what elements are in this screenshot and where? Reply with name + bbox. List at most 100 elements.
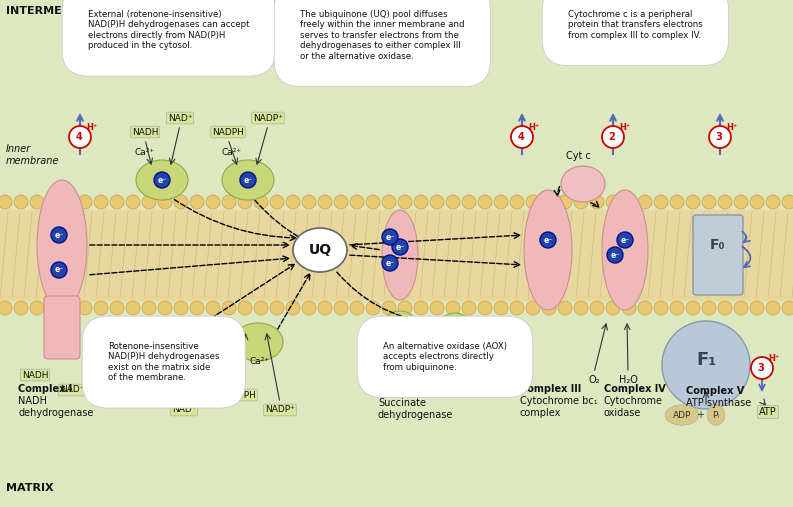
- Circle shape: [574, 301, 588, 315]
- Circle shape: [446, 301, 460, 315]
- Text: NAD⁺: NAD⁺: [172, 406, 196, 415]
- Circle shape: [686, 195, 700, 209]
- Text: NAD⁺: NAD⁺: [168, 114, 192, 123]
- Circle shape: [110, 301, 124, 315]
- Circle shape: [590, 301, 604, 315]
- Circle shape: [670, 195, 684, 209]
- Text: NADPH: NADPH: [212, 127, 244, 136]
- Circle shape: [558, 195, 572, 209]
- Text: H⁺: H⁺: [528, 123, 539, 132]
- Circle shape: [78, 301, 92, 315]
- Circle shape: [602, 126, 624, 148]
- Circle shape: [510, 301, 524, 315]
- Ellipse shape: [136, 160, 188, 200]
- Circle shape: [154, 172, 170, 188]
- Text: NADPH: NADPH: [224, 390, 256, 400]
- FancyBboxPatch shape: [44, 296, 80, 359]
- Circle shape: [334, 301, 348, 315]
- Circle shape: [51, 227, 67, 243]
- Circle shape: [174, 301, 188, 315]
- Text: NADP⁺: NADP⁺: [265, 406, 295, 415]
- Circle shape: [398, 195, 412, 209]
- Circle shape: [318, 195, 332, 209]
- Circle shape: [702, 301, 716, 315]
- Circle shape: [718, 195, 732, 209]
- Text: MATRIX: MATRIX: [6, 483, 54, 493]
- Text: e⁻: e⁻: [385, 259, 395, 268]
- Circle shape: [254, 301, 268, 315]
- Circle shape: [392, 239, 408, 255]
- Circle shape: [0, 195, 12, 209]
- Ellipse shape: [382, 311, 418, 345]
- Circle shape: [366, 301, 380, 315]
- Text: F₁: F₁: [696, 351, 716, 369]
- Circle shape: [617, 232, 633, 248]
- Circle shape: [478, 301, 492, 315]
- Circle shape: [750, 301, 764, 315]
- Text: Succinate: Succinate: [378, 398, 426, 408]
- Circle shape: [750, 195, 764, 209]
- Text: Cytochrome bc₁: Cytochrome bc₁: [520, 396, 598, 406]
- Text: 3: 3: [715, 132, 722, 142]
- Text: dehydrogenase: dehydrogenase: [18, 408, 94, 418]
- Text: 3: 3: [757, 363, 764, 373]
- Ellipse shape: [434, 313, 476, 363]
- Circle shape: [686, 301, 700, 315]
- Text: NADH: NADH: [135, 390, 161, 400]
- Circle shape: [702, 195, 716, 209]
- Ellipse shape: [662, 321, 750, 409]
- Circle shape: [238, 195, 252, 209]
- Circle shape: [382, 229, 398, 245]
- Text: Cytochrome c is a peripheral
protein that transfers electrons
from complex III t: Cytochrome c is a peripheral protein tha…: [568, 10, 703, 40]
- Circle shape: [734, 301, 748, 315]
- Text: e⁻: e⁻: [385, 233, 395, 241]
- Text: Inner
membrane: Inner membrane: [6, 144, 59, 166]
- Text: AOX: AOX: [445, 368, 465, 378]
- Circle shape: [350, 301, 364, 315]
- Ellipse shape: [382, 210, 418, 300]
- Ellipse shape: [524, 190, 572, 310]
- Circle shape: [526, 301, 540, 315]
- Circle shape: [494, 195, 508, 209]
- Text: ATP synthase: ATP synthase: [686, 398, 751, 408]
- Circle shape: [94, 301, 108, 315]
- Circle shape: [30, 301, 44, 315]
- Circle shape: [382, 255, 398, 271]
- Text: H⁺: H⁺: [726, 123, 737, 132]
- Circle shape: [414, 301, 428, 315]
- Circle shape: [190, 195, 204, 209]
- Text: NADH: NADH: [132, 127, 159, 136]
- Circle shape: [158, 195, 172, 209]
- Circle shape: [494, 301, 508, 315]
- Circle shape: [782, 301, 793, 315]
- Circle shape: [302, 195, 316, 209]
- Text: dehydrogenase: dehydrogenase: [378, 410, 454, 420]
- Text: Complex III: Complex III: [520, 384, 581, 394]
- Text: Complex V: Complex V: [686, 386, 745, 396]
- Circle shape: [222, 195, 236, 209]
- Text: External (rotenone-insensitive)
NAD(P)H dehydrogenases can accept
electrons dire: External (rotenone-insensitive) NAD(P)H …: [88, 10, 250, 50]
- Circle shape: [622, 301, 636, 315]
- Ellipse shape: [145, 323, 195, 361]
- Text: NADH: NADH: [18, 396, 47, 406]
- Text: H⁺: H⁺: [768, 354, 780, 363]
- Circle shape: [286, 301, 300, 315]
- Text: F₀: F₀: [711, 238, 726, 252]
- Circle shape: [782, 195, 793, 209]
- Circle shape: [142, 301, 156, 315]
- Ellipse shape: [561, 166, 605, 202]
- Text: NADH: NADH: [21, 371, 48, 380]
- Circle shape: [462, 301, 476, 315]
- Circle shape: [142, 195, 156, 209]
- Circle shape: [222, 301, 236, 315]
- Circle shape: [46, 195, 60, 209]
- Circle shape: [430, 301, 444, 315]
- Circle shape: [174, 195, 188, 209]
- Circle shape: [510, 195, 524, 209]
- Circle shape: [62, 195, 76, 209]
- Bar: [0, 210, 793, 300]
- Circle shape: [190, 301, 204, 315]
- Circle shape: [414, 195, 428, 209]
- Text: NAD⁺: NAD⁺: [59, 385, 84, 394]
- Circle shape: [638, 195, 652, 209]
